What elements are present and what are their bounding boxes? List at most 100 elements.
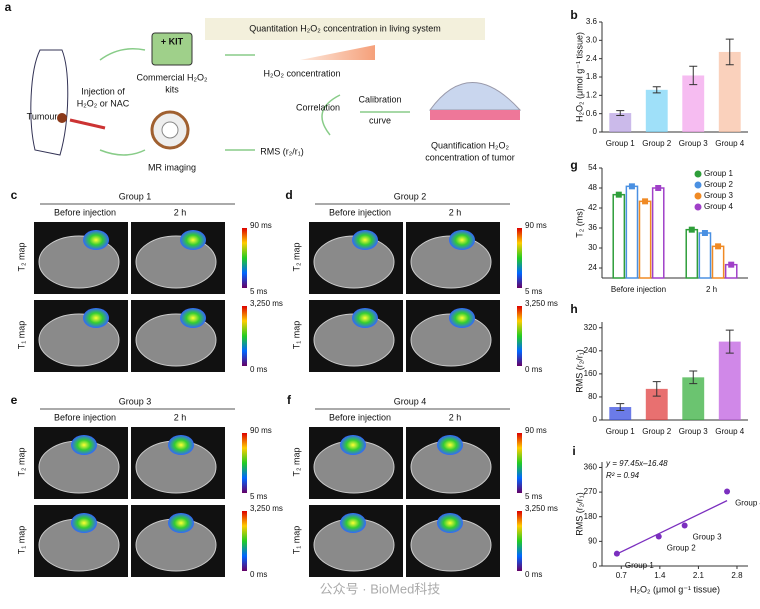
- y-axis-label: T₂ (ms): [574, 208, 584, 237]
- point-label: Group 2: [667, 544, 696, 553]
- column-label: 2 h: [449, 412, 462, 422]
- label: Quantitation H₂O₂ concentration in livin…: [249, 23, 441, 33]
- row-label: T₂ map: [16, 448, 26, 477]
- x-tick-label: 2.8: [731, 571, 743, 580]
- group-title: Group 2: [394, 191, 427, 201]
- y-tick-label: 54: [588, 163, 597, 172]
- row-label: T₂ map: [16, 243, 26, 272]
- colorbar: [517, 306, 522, 366]
- bar-point: [715, 243, 722, 250]
- panel-letter: c: [11, 188, 18, 202]
- x-axis-label: H₂O₂ (μmol g⁻¹ tissue): [630, 584, 720, 594]
- scale-label: 5 ms: [250, 287, 267, 296]
- y-tick-label: 90: [588, 536, 597, 545]
- scale-label: 0 ms: [525, 570, 542, 579]
- bar: [718, 341, 741, 420]
- label: H₂O₂ or NAC: [77, 98, 130, 108]
- mri-tumor: [340, 435, 366, 455]
- kit-icon: [151, 32, 193, 66]
- y-tick-label: 240: [584, 346, 598, 355]
- column-label: 2 h: [449, 207, 462, 217]
- x-tick-label: Group 4: [715, 427, 744, 436]
- bar: [718, 51, 741, 132]
- scale-label: 5 ms: [525, 287, 542, 296]
- column-label: Before injection: [329, 412, 391, 422]
- bar: [609, 113, 632, 132]
- group-title: Group 1: [119, 191, 152, 201]
- syringe: [69, 118, 106, 130]
- y-tick-label: 270: [584, 487, 598, 496]
- y-tick-label: 24: [588, 263, 597, 272]
- column-label: Before injection: [54, 207, 116, 217]
- mri-tumor: [168, 435, 194, 455]
- legend-label: Group 1: [704, 169, 733, 178]
- y-tick-label: 80: [588, 392, 597, 401]
- row-label: T₁ map: [16, 321, 26, 350]
- colorbar: [242, 306, 247, 366]
- panel-letter: b: [570, 8, 577, 22]
- mri-tumor: [352, 230, 378, 250]
- y-tick-label: 1.2: [586, 90, 598, 99]
- bar-point: [628, 183, 635, 190]
- panel-letter: f: [287, 393, 292, 407]
- y-tick-label: 0: [593, 415, 598, 424]
- y-tick-label: 0.6: [586, 109, 598, 118]
- label: concentration of tumor: [425, 152, 515, 162]
- bar: [685, 228, 699, 279]
- colorbar: [242, 511, 247, 571]
- scale-label: 3,250 ms: [525, 504, 558, 513]
- column-label: Before injection: [54, 412, 116, 422]
- annotation: R² = 0.94: [606, 471, 640, 480]
- error-bar: [689, 370, 698, 385]
- point: [681, 522, 688, 529]
- panel-letter: d: [285, 188, 292, 202]
- row-label: T₁ map: [291, 526, 301, 555]
- y-axis-label: RMS (r₂/r₁): [574, 492, 584, 536]
- bar: [682, 75, 705, 132]
- y-axis-label: RMS (r₂/r₁): [574, 349, 584, 393]
- error-bar: [652, 381, 661, 397]
- mr-bore: [161, 121, 179, 139]
- label: kits: [165, 84, 179, 94]
- scale-label: 0 ms: [525, 365, 542, 374]
- mri-tumor: [83, 308, 109, 328]
- error-bar: [725, 38, 734, 66]
- mri-tumor: [180, 308, 206, 328]
- schematic: [30, 18, 522, 156]
- row-label: T₁ map: [291, 321, 301, 350]
- error-bar: [725, 329, 734, 354]
- gradient-triangle: [300, 45, 375, 60]
- label: Quantification H₂O₂: [431, 140, 510, 150]
- legend-marker: [694, 170, 702, 178]
- x-tick-label: Group 1: [606, 139, 635, 148]
- scale-label: 90 ms: [250, 221, 272, 230]
- mri-tumor: [437, 435, 463, 455]
- y-tick-label: 3.6: [586, 17, 598, 26]
- scale-label: 3,250 ms: [525, 299, 558, 308]
- tissue-base: [430, 110, 520, 120]
- label: Commercial H₂O₂: [137, 72, 209, 82]
- y-tick-label: 3.0: [586, 35, 598, 44]
- label: Correlation: [296, 102, 340, 112]
- scale-label: 3,250 ms: [250, 299, 283, 308]
- label: H₂O₂ concentration: [263, 68, 340, 78]
- legend-marker: [694, 181, 702, 189]
- x-tick-label: 1.4: [654, 571, 666, 580]
- bar: [698, 232, 712, 279]
- error-bar: [616, 403, 625, 411]
- mri-tumor: [71, 435, 97, 455]
- mouse-outline: [30, 49, 69, 156]
- column-label: 2 h: [174, 412, 187, 422]
- error-bar: [689, 65, 698, 86]
- panel-letter: a: [5, 0, 12, 14]
- y-tick-label: 320: [584, 323, 598, 332]
- bar: [625, 185, 639, 279]
- banner: [205, 18, 485, 40]
- y-tick-label: 360: [584, 463, 598, 472]
- x-tick-label: Before injection: [611, 285, 666, 294]
- y-tick-label: 0: [593, 561, 598, 570]
- arrows: [99, 48, 410, 156]
- error-bar: [652, 86, 661, 94]
- point-label: Group 3: [693, 533, 722, 542]
